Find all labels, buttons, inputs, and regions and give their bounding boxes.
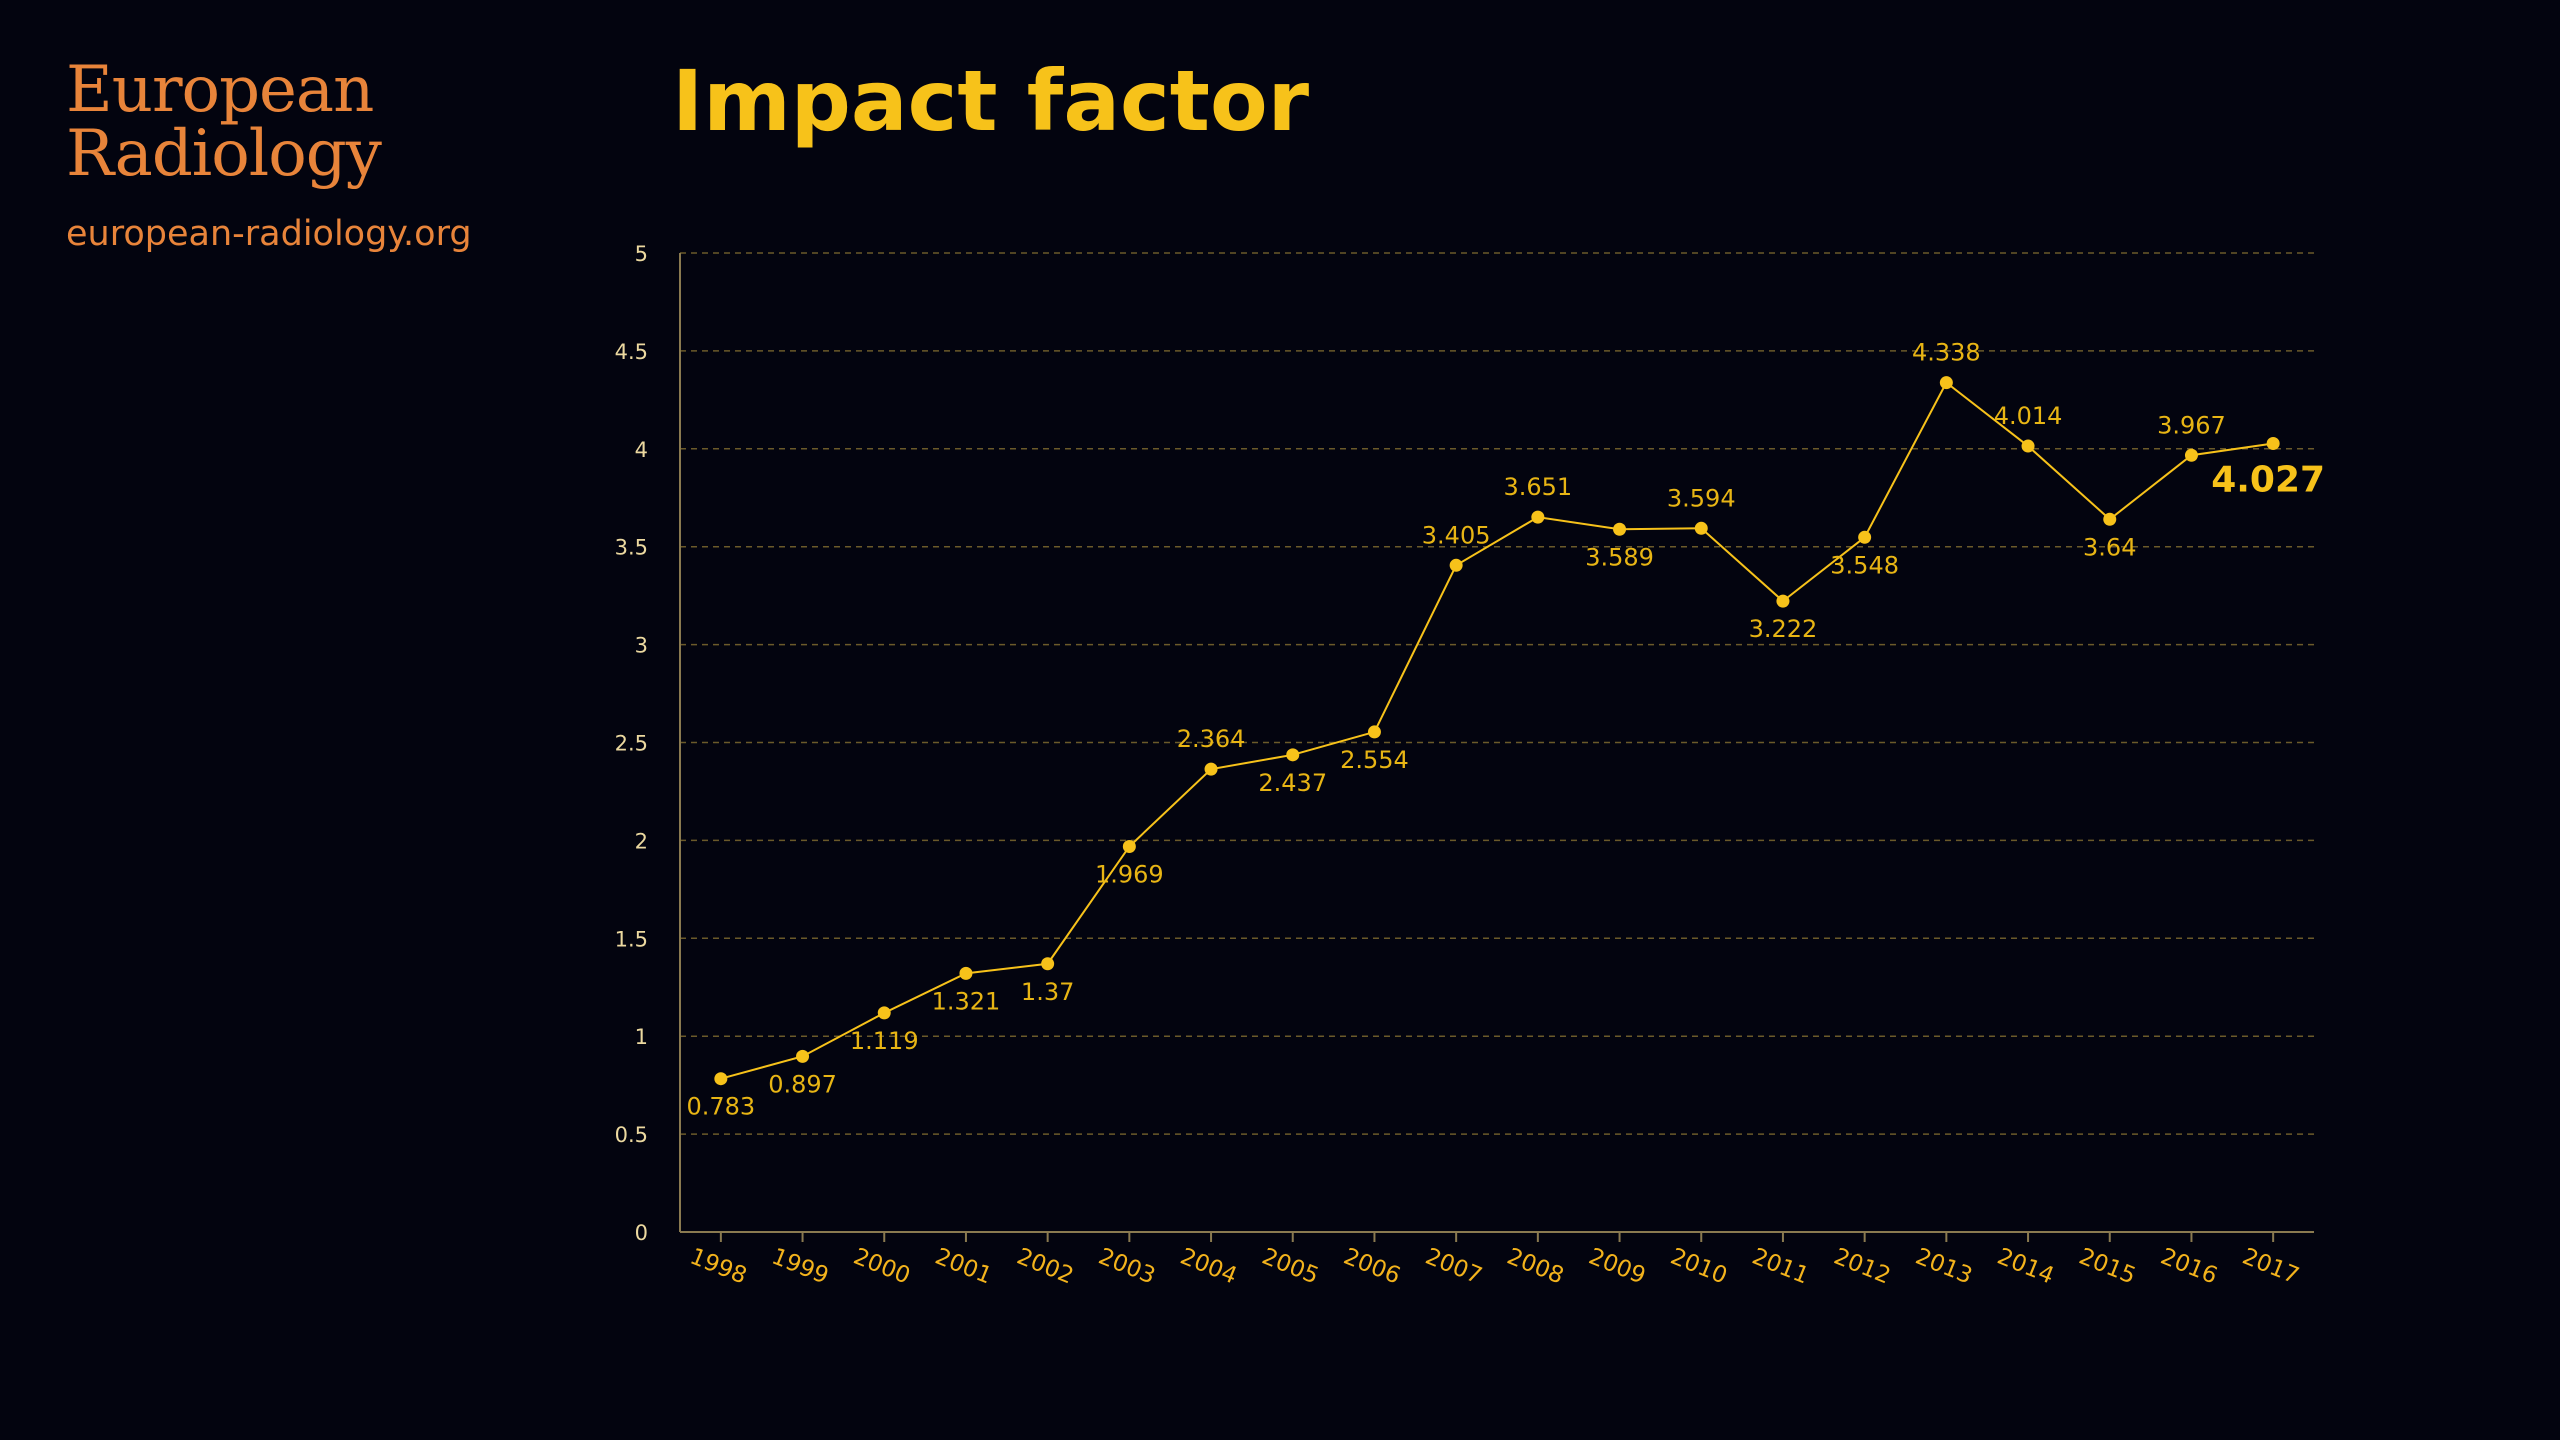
y-tick-label: 0 [635, 1221, 648, 1245]
data-labels: 0.783 0.897 1.119 1.321 1.37 1.969 2.364 2.437 2… [686, 339, 2325, 1121]
y-tick-label: 1.5 [615, 927, 648, 951]
data-label: 3.405 [1422, 521, 1491, 549]
x-tick-label: 2006 [1340, 1244, 1404, 1290]
data-label: 0.783 [686, 1093, 755, 1121]
y-tick-label: 2 [635, 829, 648, 853]
data-point [1939, 376, 1953, 390]
x-tick-label: 2001 [931, 1244, 995, 1290]
y-tick-label: 3.5 [615, 536, 648, 560]
data-label: 0.897 [768, 1070, 837, 1098]
data-label: 4.338 [1912, 339, 1981, 367]
logo-line-1: European [66, 53, 374, 127]
x-tick-label: 2000 [850, 1244, 914, 1290]
data-label: 2.437 [1258, 769, 1327, 797]
y-tick-label: 0.5 [615, 1123, 648, 1147]
x-tick-label: 2015 [2075, 1244, 2139, 1290]
data-label: 3.548 [1830, 551, 1899, 579]
data-point [714, 1072, 728, 1086]
data-point [1531, 510, 1545, 524]
x-tick-label: 2009 [1585, 1244, 1649, 1290]
y-tick-label: 5 [635, 242, 648, 266]
data-label: 1.37 [1021, 978, 1074, 1006]
journal-logo: European Radiology [66, 53, 382, 191]
data-point [877, 1006, 891, 1020]
data-point [1694, 521, 1708, 535]
x-tick-label: 2013 [1912, 1244, 1976, 1290]
data-point [1367, 725, 1381, 739]
y-tick-label: 4.5 [615, 340, 648, 364]
data-point [1122, 839, 1136, 853]
data-label: 2.364 [1177, 725, 1246, 753]
data-point [796, 1049, 810, 1063]
y-tick-label: 1 [635, 1025, 648, 1049]
x-tick-label: 2003 [1095, 1244, 1159, 1290]
y-tick-label: 3 [635, 634, 648, 658]
chart-grid [680, 252, 2314, 1135]
y-axis-ticks: 0 0.5 1 1.5 2 2.5 3 3.5 4 4.5 5 [615, 242, 648, 1245]
data-point [1776, 594, 1790, 608]
series-points [714, 376, 2280, 1086]
data-point [1204, 762, 1218, 776]
data-point [1041, 957, 1055, 971]
x-tick-label: 2011 [1748, 1244, 1812, 1290]
logo-line-2: Radiology [66, 117, 382, 191]
x-tick-label: 1998 [686, 1244, 750, 1290]
x-tick-label: 2004 [1177, 1244, 1241, 1290]
data-label: 3.589 [1585, 543, 1654, 571]
data-label: 3.594 [1667, 484, 1736, 512]
data-label: 2.554 [1340, 746, 1409, 774]
x-tick-label: 2017 [2239, 1244, 2303, 1290]
x-tick-label: 2014 [1994, 1244, 2058, 1290]
series-line [720, 381, 2274, 1080]
data-label: 4.027 [2211, 460, 2325, 501]
series-polyline [720, 381, 2274, 1080]
data-point [2266, 437, 2280, 451]
x-tick-label: 1999 [768, 1244, 832, 1290]
data-label: 3.651 [1503, 473, 1572, 501]
data-point [1613, 522, 1627, 536]
data-label: 3.64 [2083, 533, 2136, 561]
chart-axes [679, 253, 2314, 1233]
data-point [1449, 558, 1463, 572]
data-label: 3.222 [1749, 615, 1818, 643]
data-label: 1.969 [1095, 860, 1164, 888]
data-point [2184, 448, 2198, 462]
data-point [2021, 439, 2035, 453]
website-link[interactable]: european-radiology.org [66, 214, 472, 254]
x-tick-label: 2016 [2157, 1244, 2221, 1290]
data-label: 4.014 [1994, 402, 2063, 430]
x-tick-label: 2008 [1503, 1244, 1567, 1290]
data-point [2103, 512, 2117, 526]
data-point [1286, 748, 1300, 762]
x-axis-ticks: 1998 1999 2000 2001 2002 2003 2004 2005 2006 2007… [686, 1232, 2303, 1290]
x-tick-label: 2005 [1258, 1244, 1322, 1290]
page-title: Impact factor [672, 52, 1310, 150]
x-tick-label: 2007 [1422, 1244, 1486, 1290]
y-tick-label: 4 [635, 438, 648, 462]
y-tick-label: 2.5 [615, 732, 648, 756]
data-label: 3.967 [2157, 411, 2226, 439]
data-label: 1.321 [932, 987, 1001, 1015]
x-tick-label: 2012 [1830, 1244, 1894, 1290]
x-tick-label: 2002 [1013, 1244, 1077, 1290]
data-point [1858, 530, 1872, 544]
x-tick-label: 2010 [1667, 1244, 1731, 1290]
data-point [959, 966, 973, 980]
data-label: 1.119 [850, 1027, 919, 1055]
